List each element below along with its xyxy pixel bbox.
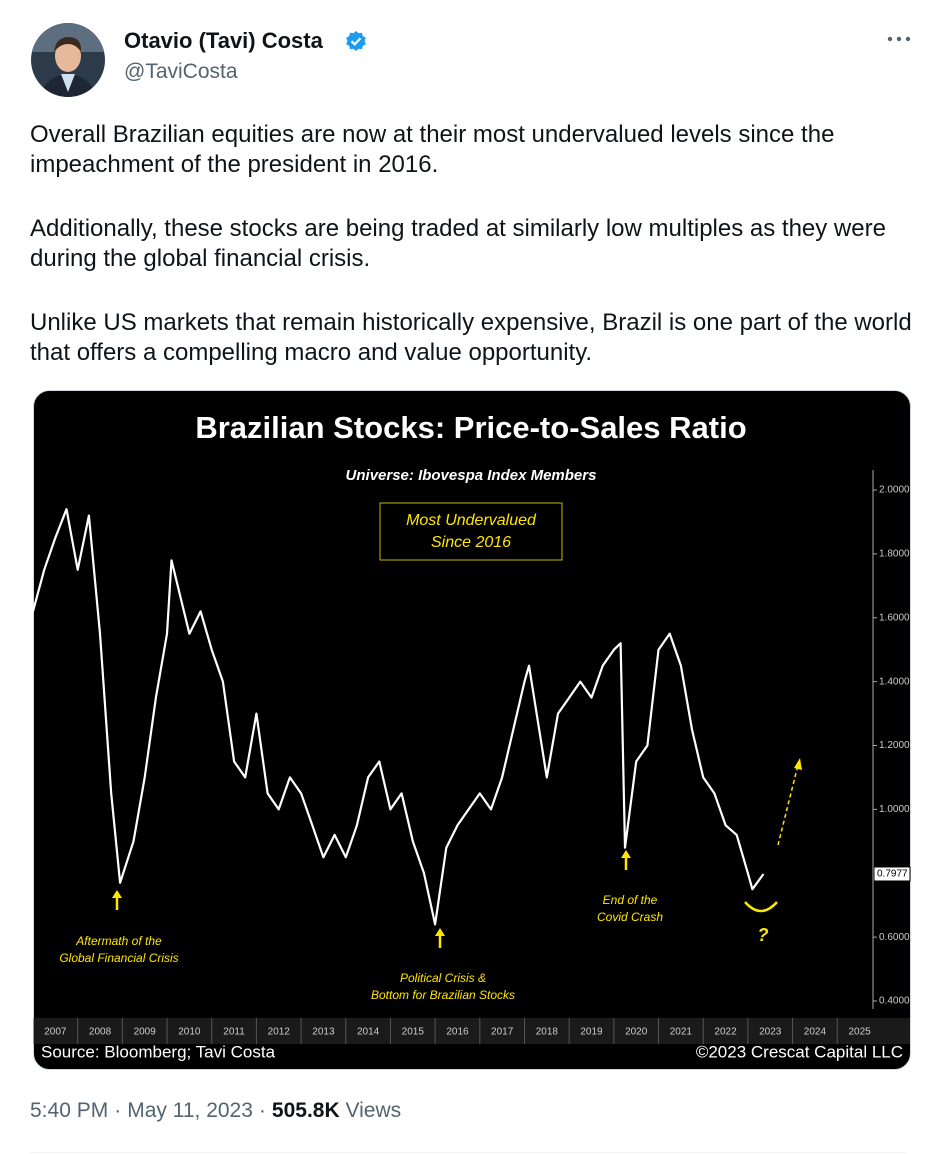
x-tick-label: 2015 (402, 1027, 425, 1038)
author-name[interactable]: Otavio (Tavi) Costa (124, 28, 323, 53)
more-menu[interactable] (886, 34, 912, 44)
x-tick-label: 2022 (714, 1027, 737, 1038)
x-tick-label: 2016 (446, 1027, 469, 1038)
value-label: 0.7977 (877, 869, 908, 880)
x-tick-label: 2021 (670, 1027, 693, 1038)
views-label: Views (345, 1099, 402, 1122)
smile (744, 901, 778, 913)
chart-subtitle: Universe: Ibovespa Index Members (346, 467, 597, 484)
author-handle[interactable]: @TaviCosta (124, 60, 238, 83)
time[interactable]: 5:40 PM (30, 1099, 109, 1122)
annotation: Political Crisis & (400, 971, 486, 985)
annotation: ? (758, 925, 769, 945)
annotation: Bottom for Brazilian Stocks (371, 988, 515, 1002)
x-tick-label: 2011 (223, 1027, 245, 1038)
paragraph: Additionally, these stocks are being tra… (30, 215, 886, 272)
tweet-meta: 5:40 PM May 11, 2023 505.8K Views (30, 1099, 401, 1123)
x-tick-label: 2019 (580, 1027, 603, 1038)
annotation: Most Undervalued (406, 512, 537, 529)
y-tick-label: 0.6000 (879, 932, 910, 943)
annotation: End of the (603, 893, 658, 907)
y-tick-label: 2.0000 (879, 485, 910, 496)
y-tick-label: 1.0000 (879, 804, 910, 815)
x-tick-label: 2018 (536, 1027, 559, 1038)
annotation: Global Financial Crisis (59, 951, 178, 965)
x-tick-label: 2017 (491, 1027, 514, 1038)
x-tick-label: 2008 (89, 1027, 112, 1038)
x-tick-label: 2010 (178, 1027, 201, 1038)
x-tick-label: 2025 (848, 1027, 871, 1038)
x-tick-label: 2013 (312, 1027, 335, 1038)
x-tick-label: 2020 (625, 1027, 648, 1038)
x-axis-band (34, 1018, 910, 1044)
y-tick-label: 1.8000 (879, 549, 910, 560)
chart-title: Brazilian Stocks: Price-to-Sales Ratio (195, 410, 746, 445)
annotation: Aftermath of the (75, 934, 162, 948)
value-label-box (873, 866, 911, 882)
price-to-sales-line (33, 508, 765, 926)
x-tick-label: 2007 (44, 1027, 67, 1038)
x-tick-label: 2014 (357, 1027, 380, 1038)
x-tick-label: 2012 (268, 1027, 291, 1038)
copyright: ©2023 Crescat Capital LLC (696, 1042, 903, 1061)
date[interactable]: May 11, 2023 (127, 1099, 253, 1122)
dashed-arrow-head (794, 758, 802, 770)
y-tick-label: 1.2000 (879, 740, 910, 751)
x-tick-label: 2024 (804, 1027, 827, 1038)
verified-badge (346, 31, 366, 51)
arrow-head (435, 928, 445, 936)
y-tick-label: 0.4000 (879, 996, 910, 1007)
y-tick-label: 1.6000 (879, 612, 910, 623)
x-tick-label: 2009 (134, 1027, 157, 1038)
y-tick-label: 1.4000 (879, 676, 910, 687)
annotation: Covid Crash (597, 910, 663, 924)
paragraph: Overall Brazilian equities are now at th… (30, 121, 835, 178)
tweet-text: Overall Brazilian equities are now at th… (30, 120, 920, 402)
arrow-head (621, 850, 631, 858)
divider (30, 1152, 906, 1153)
chart[interactable]: Brazilian Stocks: Price-to-Sales Ratio Un… (33, 390, 911, 1070)
annotation-box (379, 502, 563, 561)
paragraph: Unlike US markets that remain historical… (30, 309, 912, 366)
source: Source: Bloomberg; Tavi Costa (41, 1042, 276, 1061)
x-tick-label: 2023 (759, 1027, 782, 1038)
arrow-head (112, 890, 122, 898)
annotation: Since 2016 (431, 534, 511, 551)
avatar[interactable] (30, 22, 106, 98)
views-count: 505.8K (271, 1099, 340, 1122)
